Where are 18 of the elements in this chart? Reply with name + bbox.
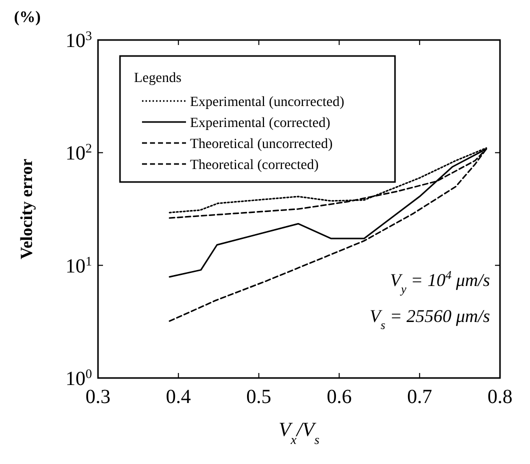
y-axis-title: Velocity error [17,158,36,260]
x-axis-title: V$_{x}$/V$_{s}$ [278,419,320,446]
y-tick-label: 10$^{3}$ [66,28,92,52]
y-tick-label: 10$^{2}$ [66,140,92,165]
y-tick-label: 10$^{1}$ [66,252,92,278]
x-tick-label: 0.8 [488,386,512,408]
x-tick-label: 0.5 [246,386,272,408]
x-tick-label: 0.6 [326,386,352,408]
legend-label: Theoretical (uncorrected) [190,137,333,152]
legend-label: Experimental (corrected) [190,116,331,131]
x-tick-label: 0.4 [166,386,191,408]
annotation: V$_{s}$ = 25560 μm/s [370,306,490,332]
annotation: V$_{y}$ = 10$^{4}$ μm/s [390,268,490,296]
legend-title: Legends [134,71,182,86]
text: (%) [14,9,41,26]
legend-label: Experimental (uncorrected) [190,95,345,110]
legend-label: Theoretical (corrected) [190,158,319,173]
x-tick-label: 0.7 [407,386,432,408]
